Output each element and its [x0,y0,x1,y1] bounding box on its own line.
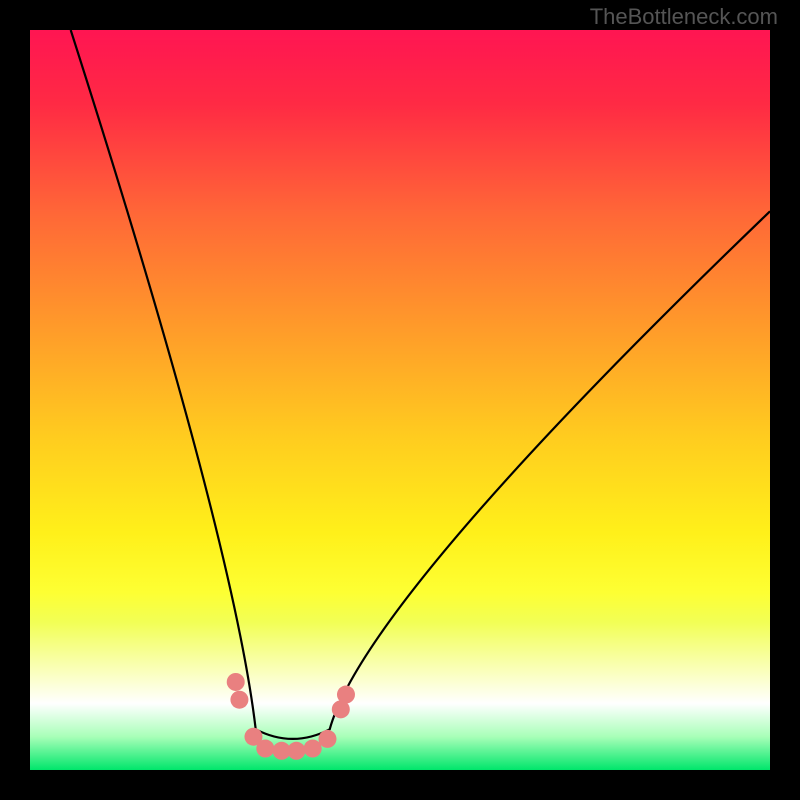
bottleneck-chart [30,30,770,770]
watermark-text: TheBottleneck.com [590,4,778,30]
data-point [256,740,274,758]
gradient-background [30,30,770,770]
data-point [227,673,245,691]
data-point [337,686,355,704]
data-point [318,730,336,748]
data-point [230,691,248,709]
data-point [287,742,305,760]
data-point [304,740,322,758]
